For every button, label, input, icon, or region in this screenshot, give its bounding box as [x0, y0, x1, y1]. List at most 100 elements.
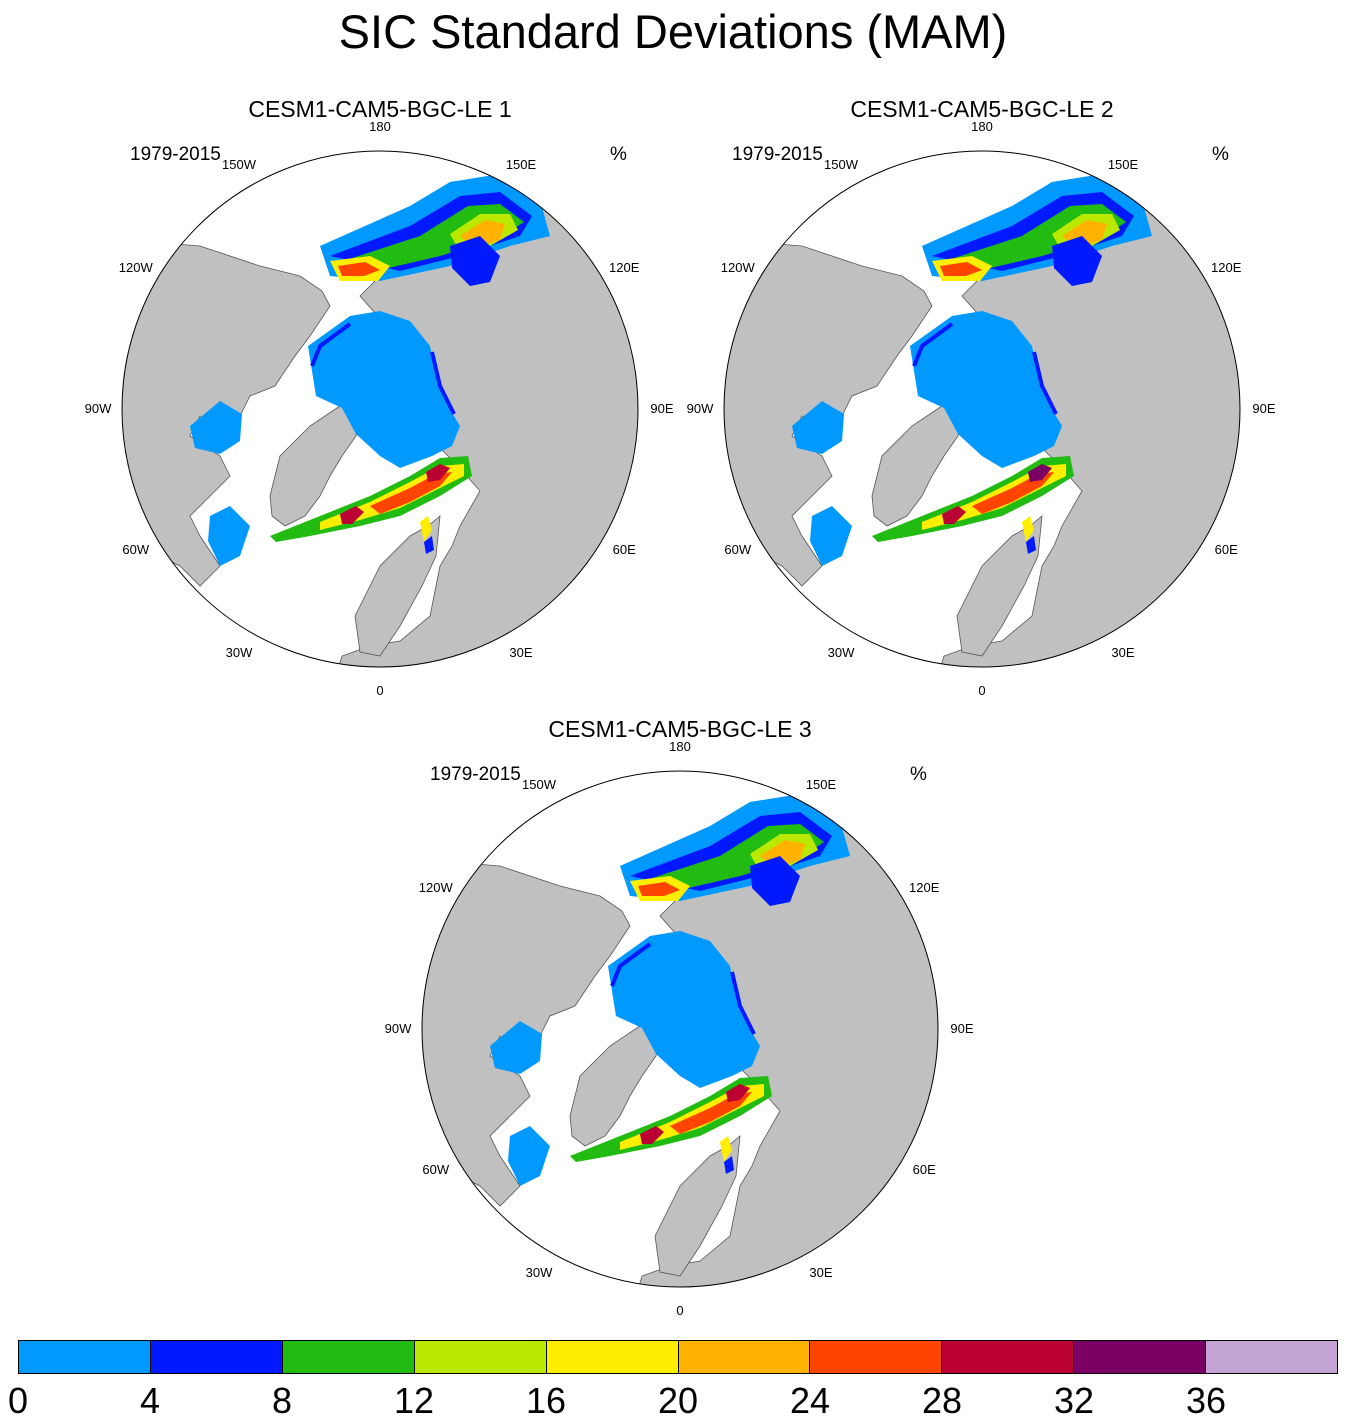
panel-title: CESM1-CAM5-BGC-LE 3: [548, 716, 812, 742]
ice-arctic-basin: [910, 311, 1062, 468]
longitude-label: 120W: [418, 880, 453, 895]
longitude-label: 180: [971, 119, 993, 134]
period-label: 1979-2015: [130, 144, 221, 165]
colorbar-box: [1206, 1341, 1338, 1373]
map-boundary: [121, 150, 639, 668]
longitude-label: 60E: [1214, 542, 1238, 557]
longitude-label: 30E: [509, 645, 533, 661]
longitude-label: 90W: [686, 401, 714, 416]
ice-edge-dark-blue: [912, 322, 1058, 415]
polar-map: [723, 150, 1241, 668]
ice-baltic: [420, 516, 432, 542]
longitude-label: 90E: [1252, 401, 1276, 416]
longitude-label: 150W: [222, 156, 256, 172]
ice-arctic-basin: [608, 931, 760, 1088]
longitude-label: 60W: [724, 542, 752, 557]
map-boundary: [723, 150, 1241, 668]
longitude-label: 150E: [805, 776, 837, 792]
longitude-label: 90W: [384, 1021, 412, 1036]
map-body: [122, 151, 638, 667]
longitude-label: 90E: [650, 401, 674, 416]
ice-baltic: [720, 1136, 732, 1162]
figure-title: SIC Standard Deviations (MAM): [338, 5, 1008, 58]
longitude-label: 150E: [505, 156, 537, 172]
longitude-label: 90E: [950, 1021, 974, 1036]
colorbar-tick-label: 8: [271, 1380, 293, 1421]
ice-edge-dark-blue: [610, 942, 756, 1035]
colorbar-tick-label: 32: [1053, 1380, 1095, 1421]
colorbar-box: [282, 1341, 415, 1373]
land-greenland: [569, 1025, 661, 1147]
map-panel-3: CESM1-CAM5-BGC-LE 3 1979-2015 % 180 150E 1…: [380, 716, 980, 1318]
longitude-label: 0: [978, 683, 986, 698]
ice-baltic: [1022, 516, 1034, 542]
colorbar-tick-label: 12: [393, 1380, 435, 1421]
ice-baltic-edge: [724, 1156, 734, 1174]
ice-hudson-bay: [792, 401, 844, 454]
panel-title: CESM1-CAM5-BGC-LE 2: [850, 96, 1114, 122]
polar-map: [121, 150, 639, 668]
panel-title: CESM1-CAM5-BGC-LE 1: [248, 96, 512, 122]
colorbar-box: [942, 1341, 1075, 1373]
land-scandinavia: [354, 515, 441, 657]
longitude-label: 120E: [609, 260, 640, 275]
longitude-label: 0: [676, 1303, 684, 1318]
colorbar-box: [414, 1341, 547, 1373]
colorbar-tick-label: 28: [921, 1380, 963, 1421]
colorbar-box: [1074, 1341, 1207, 1373]
longitude-label: 120E: [909, 880, 940, 895]
ice-baltic-edge: [424, 536, 434, 554]
ice-pacific-band-6: [940, 262, 982, 276]
land-greenland: [269, 405, 361, 527]
ice-okhotsk: [450, 236, 500, 286]
longitude-label: 120W: [720, 260, 755, 275]
unit-label: %: [1212, 144, 1229, 165]
longitude-label: 180: [669, 739, 691, 754]
longitude-label: 180: [369, 119, 391, 134]
ice-labrador: [508, 1126, 550, 1186]
ice-barents-max: [1028, 464, 1052, 482]
ice-edge-dark-blue: [310, 322, 456, 415]
longitude-label: 30W: [225, 645, 253, 661]
ice-arctic-basin: [308, 311, 460, 468]
map-panel-1: CESM1-CAM5-BGC-LE 1 1979-2015 % 180 150E 1…: [80, 96, 680, 698]
longitude-label: 30W: [827, 645, 855, 661]
colorbar-box: [546, 1341, 679, 1373]
longitude-label: 60E: [612, 542, 636, 557]
period-label: 1979-2015: [732, 144, 823, 165]
ice-okhotsk: [750, 856, 800, 906]
colorbar-box: [19, 1341, 151, 1373]
longitude-label: 30W: [525, 1265, 553, 1281]
ice-greenland-sea-max: [640, 1126, 664, 1144]
ice-okhotsk: [1052, 236, 1102, 286]
longitude-label: 150W: [522, 776, 556, 792]
colorbar: [18, 1340, 1338, 1374]
land-scandinavia: [956, 515, 1043, 657]
longitude-label: 150E: [1107, 156, 1139, 172]
land-greenland: [871, 405, 963, 527]
longitude-label: 120W: [118, 260, 153, 275]
unit-label: %: [910, 764, 927, 785]
ice-atlantic-band-2: [972, 472, 1054, 514]
colorbar-tick-label: 0: [7, 1380, 29, 1421]
polar-map: [421, 770, 939, 1288]
ice-greenland-sea-max: [340, 506, 364, 524]
longitude-label: 30E: [809, 1265, 833, 1281]
map-body: [724, 151, 1240, 667]
ice-greenland-sea-max: [942, 506, 966, 524]
longitude-label: 60W: [422, 1162, 450, 1177]
period-label: 1979-2015: [430, 764, 521, 785]
ice-pacific-band-6: [638, 882, 680, 896]
longitude-label: 150W: [824, 156, 858, 172]
colorbar-box: [678, 1341, 811, 1373]
colorbar-tick-label: 20: [657, 1380, 699, 1421]
colorbar-tick-label: 4: [139, 1380, 161, 1421]
ice-atlantic-band-2: [670, 1092, 752, 1134]
map-body: [422, 771, 938, 1287]
ice-hudson-bay: [490, 1021, 542, 1074]
land-scandinavia: [654, 1135, 741, 1277]
ice-barents-max: [426, 464, 450, 482]
longitude-label: 60W: [122, 542, 150, 557]
map-boundary: [421, 770, 939, 1288]
map-panel-2: CESM1-CAM5-BGC-LE 2 1979-2015 % 180 150E 1…: [682, 96, 1282, 698]
